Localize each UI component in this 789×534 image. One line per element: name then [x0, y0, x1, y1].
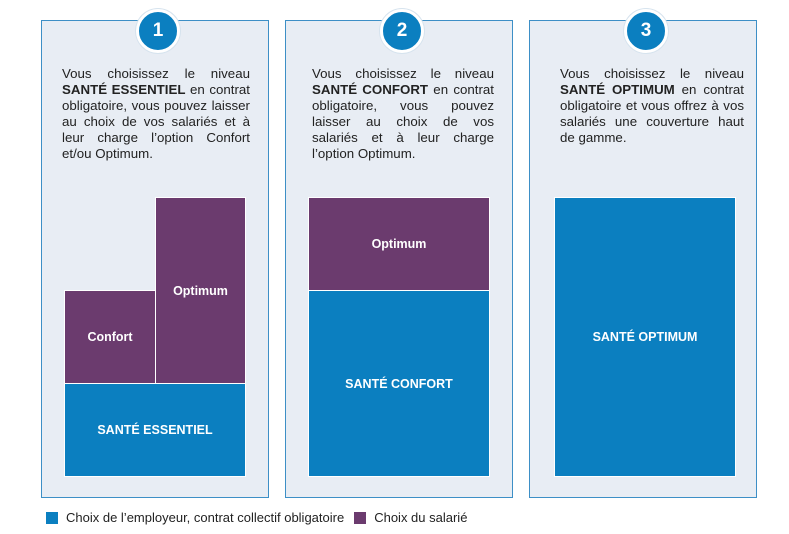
- panel-2-text-bold: SANTÉ CONFORT: [312, 82, 429, 97]
- panel-1-text-bold: SANTÉ ESSENTIEL: [62, 82, 186, 97]
- panel-1: 1 Vous choisissez le niveau SANTÉ ESSENT…: [41, 9, 269, 498]
- legend-label-employer: Choix de l’employeur, contrat collectif …: [66, 510, 345, 525]
- panel-2: 2 Vous choisissez le niveau SANTÉ CONFOR…: [285, 9, 513, 498]
- step-number-1: 1: [136, 9, 180, 53]
- panel-3-description: Vous choisissez le niveau SANTÉ OPTIMUM …: [560, 66, 744, 146]
- option-optimum-block: Optimum: [308, 197, 490, 291]
- panel-3-text-bold: SANTÉ OPTIMUM: [560, 82, 675, 97]
- panel-2-text-after: en contrat obligatoire, vous pouvez lais…: [312, 82, 494, 161]
- legend-swatch-employee: [354, 511, 367, 524]
- panel-3-text-before: Vous choisissez le niveau: [560, 66, 744, 81]
- legend: Choix de l’employeur, contrat collectif …: [46, 510, 477, 525]
- panel-1-text-before: Vous choisissez le niveau: [62, 66, 250, 81]
- legend-item-employer: Choix de l’employeur, contrat collectif …: [46, 510, 344, 525]
- panel-2-description: Vous choisissez le niveau SANTÉ CONFORT …: [312, 66, 494, 162]
- legend-swatch-employer: [46, 511, 58, 524]
- panel-1-description: Vous choisissez le niveau SANTÉ ESSENTIE…: [62, 66, 250, 162]
- sante-confort-block: SANTÉ CONFORT: [308, 290, 490, 477]
- option-confort-block: Confort: [64, 290, 156, 384]
- panel-3-text-after: en contrat obligatoire et vous offrez à …: [560, 82, 744, 145]
- panel-3: 3 Vous choisissez le niveau SANTÉ OPTIMU…: [529, 9, 757, 498]
- legend-item-employee: Choix du salarié: [354, 510, 467, 525]
- sante-essentiel-block: SANTÉ ESSENTIEL: [64, 383, 246, 477]
- step-number-3: 3: [624, 9, 668, 53]
- legend-label-employee: Choix du salarié: [374, 510, 468, 525]
- option-optimum-block: Optimum: [155, 197, 246, 384]
- panel-1-text-after: en contrat obligatoire, vous pouvez lais…: [62, 82, 250, 161]
- sante-optimum-block: SANTÉ OPTIMUM: [554, 197, 736, 477]
- panel-2-text-before: Vous choisissez le niveau: [312, 66, 494, 81]
- step-number-2: 2: [380, 9, 424, 53]
